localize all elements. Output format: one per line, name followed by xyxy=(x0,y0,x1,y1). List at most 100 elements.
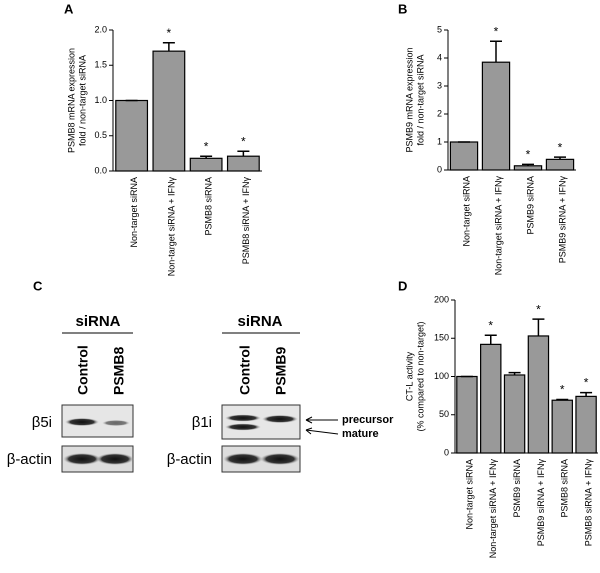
significance-marker: * xyxy=(584,376,589,390)
y-tick-label: 4 xyxy=(437,52,442,62)
row-label: β1i xyxy=(192,414,212,431)
x-tick-label: Non-target siRNA + IFNγ xyxy=(166,177,176,277)
bar xyxy=(481,61,511,171)
y-tick-label: 0.5 xyxy=(94,130,107,140)
lane-label: Control xyxy=(237,345,253,395)
bar xyxy=(575,395,597,454)
significance-marker: * xyxy=(204,139,209,153)
x-tick-label: Non-target siRNA + IFNγ xyxy=(488,459,498,559)
error-bar xyxy=(580,391,593,397)
x-tick-label: PSMB9 siRNA xyxy=(512,459,522,518)
y-axis-label: CT-L activity xyxy=(404,351,414,401)
y-axis-label: PSMB9 mRNA expression xyxy=(404,47,414,152)
error-bar xyxy=(508,371,521,375)
lane-label: PSMB8 xyxy=(111,347,127,395)
bar xyxy=(480,343,502,454)
y-tick-label: 50 xyxy=(439,409,449,419)
band xyxy=(63,453,101,465)
annotation: mature xyxy=(342,428,379,440)
y-tick-label: 0.0 xyxy=(94,165,107,175)
bar xyxy=(503,374,526,454)
significance-marker: * xyxy=(167,26,172,40)
significance-marker: * xyxy=(494,24,499,38)
band xyxy=(96,453,134,465)
error-bar xyxy=(200,155,213,159)
lane-label: Control xyxy=(75,345,91,395)
bar xyxy=(226,155,260,172)
arrow xyxy=(305,429,339,435)
y-tick-label: 1.5 xyxy=(94,60,107,70)
error-bar xyxy=(554,156,566,160)
error-bar xyxy=(484,334,497,345)
error-bar xyxy=(532,318,545,336)
band xyxy=(260,453,300,465)
x-tick-label: PSMB8 siRNA xyxy=(204,177,214,236)
y-axis-label: fold / non-target siRNA xyxy=(77,55,87,146)
x-tick-label: PSMB8 siRNA + IFNγ xyxy=(583,459,593,547)
significance-marker: * xyxy=(558,140,563,154)
blot-header: siRNA xyxy=(237,313,282,330)
x-tick-label: PSMB9 siRNA + IFNγ xyxy=(536,459,546,547)
arrow-head xyxy=(305,416,313,424)
y-tick-label: 2.0 xyxy=(94,24,107,34)
row-label: β5i xyxy=(32,414,52,431)
y-tick-label: 5 xyxy=(437,24,442,34)
error-bar xyxy=(556,398,569,401)
x-tick-label: PSMB9 siRNA xyxy=(525,176,535,235)
panel-label: A xyxy=(64,1,74,16)
x-tick-label: PSMB8 siRNA xyxy=(560,459,570,518)
panel-label: B xyxy=(398,1,407,16)
bar xyxy=(527,335,550,454)
error-bar xyxy=(522,163,534,166)
error-bar xyxy=(162,41,175,52)
significance-marker: * xyxy=(488,318,493,332)
lane-label: PSMB9 xyxy=(273,347,289,395)
annotation: precursor xyxy=(342,414,394,426)
x-tick-label: Non-target siRNA xyxy=(129,177,139,248)
y-tick-label: 150 xyxy=(434,333,449,343)
y-tick-label: 2 xyxy=(437,108,442,118)
row-label: β-actin xyxy=(7,451,52,468)
row-label: β-actin xyxy=(167,451,212,468)
y-axis-label: (% compared to non-target) xyxy=(415,321,425,431)
band xyxy=(225,423,261,431)
bar xyxy=(545,158,575,171)
y-tick-label: 0 xyxy=(444,447,449,457)
x-tick-label: PSMB8 siRNA + IFNγ xyxy=(241,177,251,265)
bar xyxy=(449,141,479,171)
y-tick-label: 3 xyxy=(437,80,442,90)
y-tick-label: 1.0 xyxy=(94,95,107,105)
x-tick-label: Non-target siRNA + IFNγ xyxy=(493,176,503,276)
band xyxy=(102,420,130,426)
significance-marker: * xyxy=(536,302,541,316)
panel-label: D xyxy=(398,278,407,293)
x-tick-label: Non-target siRNA xyxy=(464,459,474,530)
error-bar xyxy=(490,40,502,63)
arrow-head xyxy=(305,427,313,435)
y-axis-label: PSMB8 mRNA expression xyxy=(66,48,76,153)
band xyxy=(65,418,99,426)
y-axis-label: fold / non-target siRNA xyxy=(415,54,425,145)
blot-header: siRNA xyxy=(75,313,120,330)
bar xyxy=(456,375,478,454)
y-tick-label: 100 xyxy=(434,371,449,381)
significance-marker: * xyxy=(241,134,246,148)
bar xyxy=(115,99,149,172)
bar xyxy=(189,157,223,172)
x-tick-label: Non-target siRNA xyxy=(461,176,471,247)
band xyxy=(262,415,298,423)
y-tick-label: 0 xyxy=(437,164,442,174)
band xyxy=(223,453,263,465)
significance-marker: * xyxy=(526,148,531,162)
bar xyxy=(551,399,573,454)
significance-marker: * xyxy=(560,383,565,397)
bar xyxy=(152,50,186,172)
error-bar xyxy=(237,150,250,157)
y-tick-label: 200 xyxy=(434,294,449,304)
y-tick-label: 1 xyxy=(437,136,442,146)
band xyxy=(225,414,261,422)
bar xyxy=(513,165,543,171)
x-tick-label: PSMB9 siRNA + IFNγ xyxy=(557,176,567,264)
panel-label: C xyxy=(33,278,43,293)
